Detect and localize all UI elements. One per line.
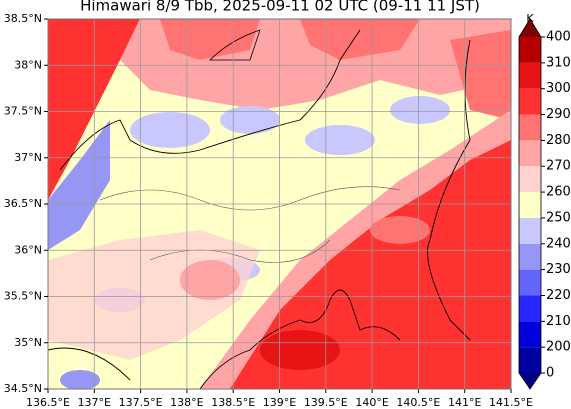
chart-title: Himawari 8/9 Tbb, 2025-09-11 02 UTC (09-… <box>80 0 480 15</box>
colorbar-tick-label: 240 <box>546 236 571 251</box>
colorbar-segment <box>519 166 541 193</box>
colorbar-tick-label: 400 <box>546 30 571 45</box>
colorbar-under <box>519 373 541 389</box>
x-tick-label: 139.5°E <box>304 396 348 409</box>
colorbar-segment <box>519 140 541 167</box>
colorbar-tick-label: 230 <box>546 262 571 277</box>
colorbar-tick-label: 250 <box>546 210 571 225</box>
colorbar-segment <box>519 88 541 115</box>
x-tick-label: 141°E <box>448 396 481 409</box>
colorbar-segment <box>519 243 541 270</box>
colorbar-tick-label: 220 <box>546 288 571 303</box>
x-tick-label: 136.5°E <box>26 396 70 409</box>
colorbar-tick-label: 0 <box>546 366 554 381</box>
colorbar-segment <box>519 269 541 296</box>
x-tick-label: 138.5°E <box>211 396 255 409</box>
colorbar-tick-label: 290 <box>546 107 571 122</box>
colorbar-over <box>519 19 541 37</box>
y-tick-label: 37°N <box>14 151 42 164</box>
x-tick-label: 140.5°E <box>396 396 440 409</box>
colorbar-segment <box>519 217 541 244</box>
colorbar-tick-label: 280 <box>546 133 571 148</box>
x-tick-label: 137°E <box>78 396 111 409</box>
y-tick-label: 35°N <box>14 336 42 349</box>
colorbar-segment <box>519 37 541 63</box>
y-tick-label: 37.5°N <box>4 105 42 118</box>
y-tick-label: 35.5°N <box>4 290 42 303</box>
y-tick-label: 34.5°N <box>4 382 42 395</box>
colorbar-segment <box>519 347 541 373</box>
x-tick-label: 141.5°E <box>489 396 533 409</box>
colorbar-segment <box>519 192 541 218</box>
colorbar-tick-label: 270 <box>546 159 571 174</box>
x-tick-label: 137.5°E <box>119 396 163 409</box>
colorbar-unit: K <box>526 12 534 25</box>
colorbar-tick-label: 260 <box>546 185 571 200</box>
y-tick-label: 38°N <box>14 58 42 71</box>
colorbar-tick-label: 210 <box>546 314 571 329</box>
x-tick-label: 138°E <box>170 396 203 409</box>
y-tick-label: 38.5°N <box>4 12 42 25</box>
colorbar-segment <box>519 62 541 89</box>
colorbar-tick-label: 310 <box>546 55 571 70</box>
x-tick-label: 139°E <box>263 396 296 409</box>
y-tick-label: 36.5°N <box>4 197 42 210</box>
colorbar-segment <box>519 295 541 322</box>
colorbar-tick-label: 300 <box>546 81 571 96</box>
y-tick-label: 36°N <box>14 243 42 256</box>
colorbar-segment <box>519 114 541 141</box>
colorbar-tick-label: 200 <box>546 340 571 355</box>
x-tick-label: 140°E <box>355 396 388 409</box>
colorbar-segment <box>519 321 541 348</box>
